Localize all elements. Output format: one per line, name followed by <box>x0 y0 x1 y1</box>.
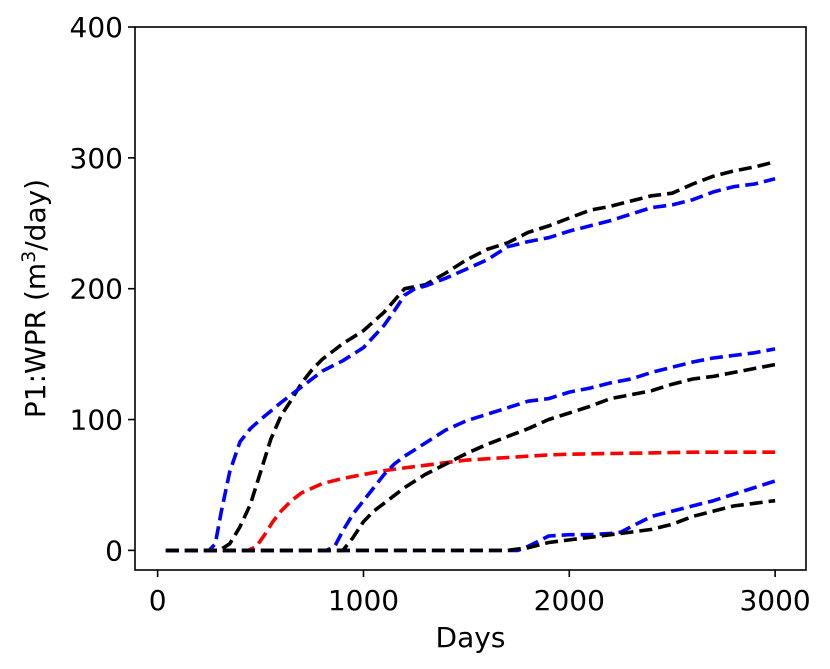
series-line-2 <box>165 177 776 553</box>
series-line-4 <box>165 347 776 553</box>
x-tick-label: 3000 <box>739 584 810 617</box>
x-axis-ticks: 0 1000 2000 3000 <box>149 570 811 617</box>
y-axis-ticks: 0 100 200 300 400 <box>70 11 135 567</box>
x-tick-label: 2000 <box>534 584 605 617</box>
y-tick-label: 400 <box>70 11 123 44</box>
y-axis-label-prefix: P1:WPR (m <box>19 263 52 418</box>
y-tick-label: 300 <box>70 142 123 175</box>
series-line-5 <box>165 362 776 553</box>
x-tick-label: 1000 <box>328 584 399 617</box>
x-axis-label: Days <box>436 621 506 654</box>
series-line-1 <box>165 160 776 553</box>
y-tick-label: 200 <box>70 273 123 306</box>
series-line-3 <box>165 450 776 553</box>
series-line-7 <box>165 498 776 553</box>
x-tick-label: 0 <box>149 584 167 617</box>
y-tick-label: 100 <box>70 404 123 437</box>
y-axis-label-superscript: 3 <box>18 251 40 263</box>
y-axis-label-suffix: /day) <box>19 179 52 251</box>
y-axis-label: P1:WPR (m3/day) <box>18 179 52 418</box>
series-layer <box>165 160 776 553</box>
series-line-6 <box>165 479 776 553</box>
plot-frame <box>134 26 807 571</box>
y-tick-label: 0 <box>105 534 123 567</box>
